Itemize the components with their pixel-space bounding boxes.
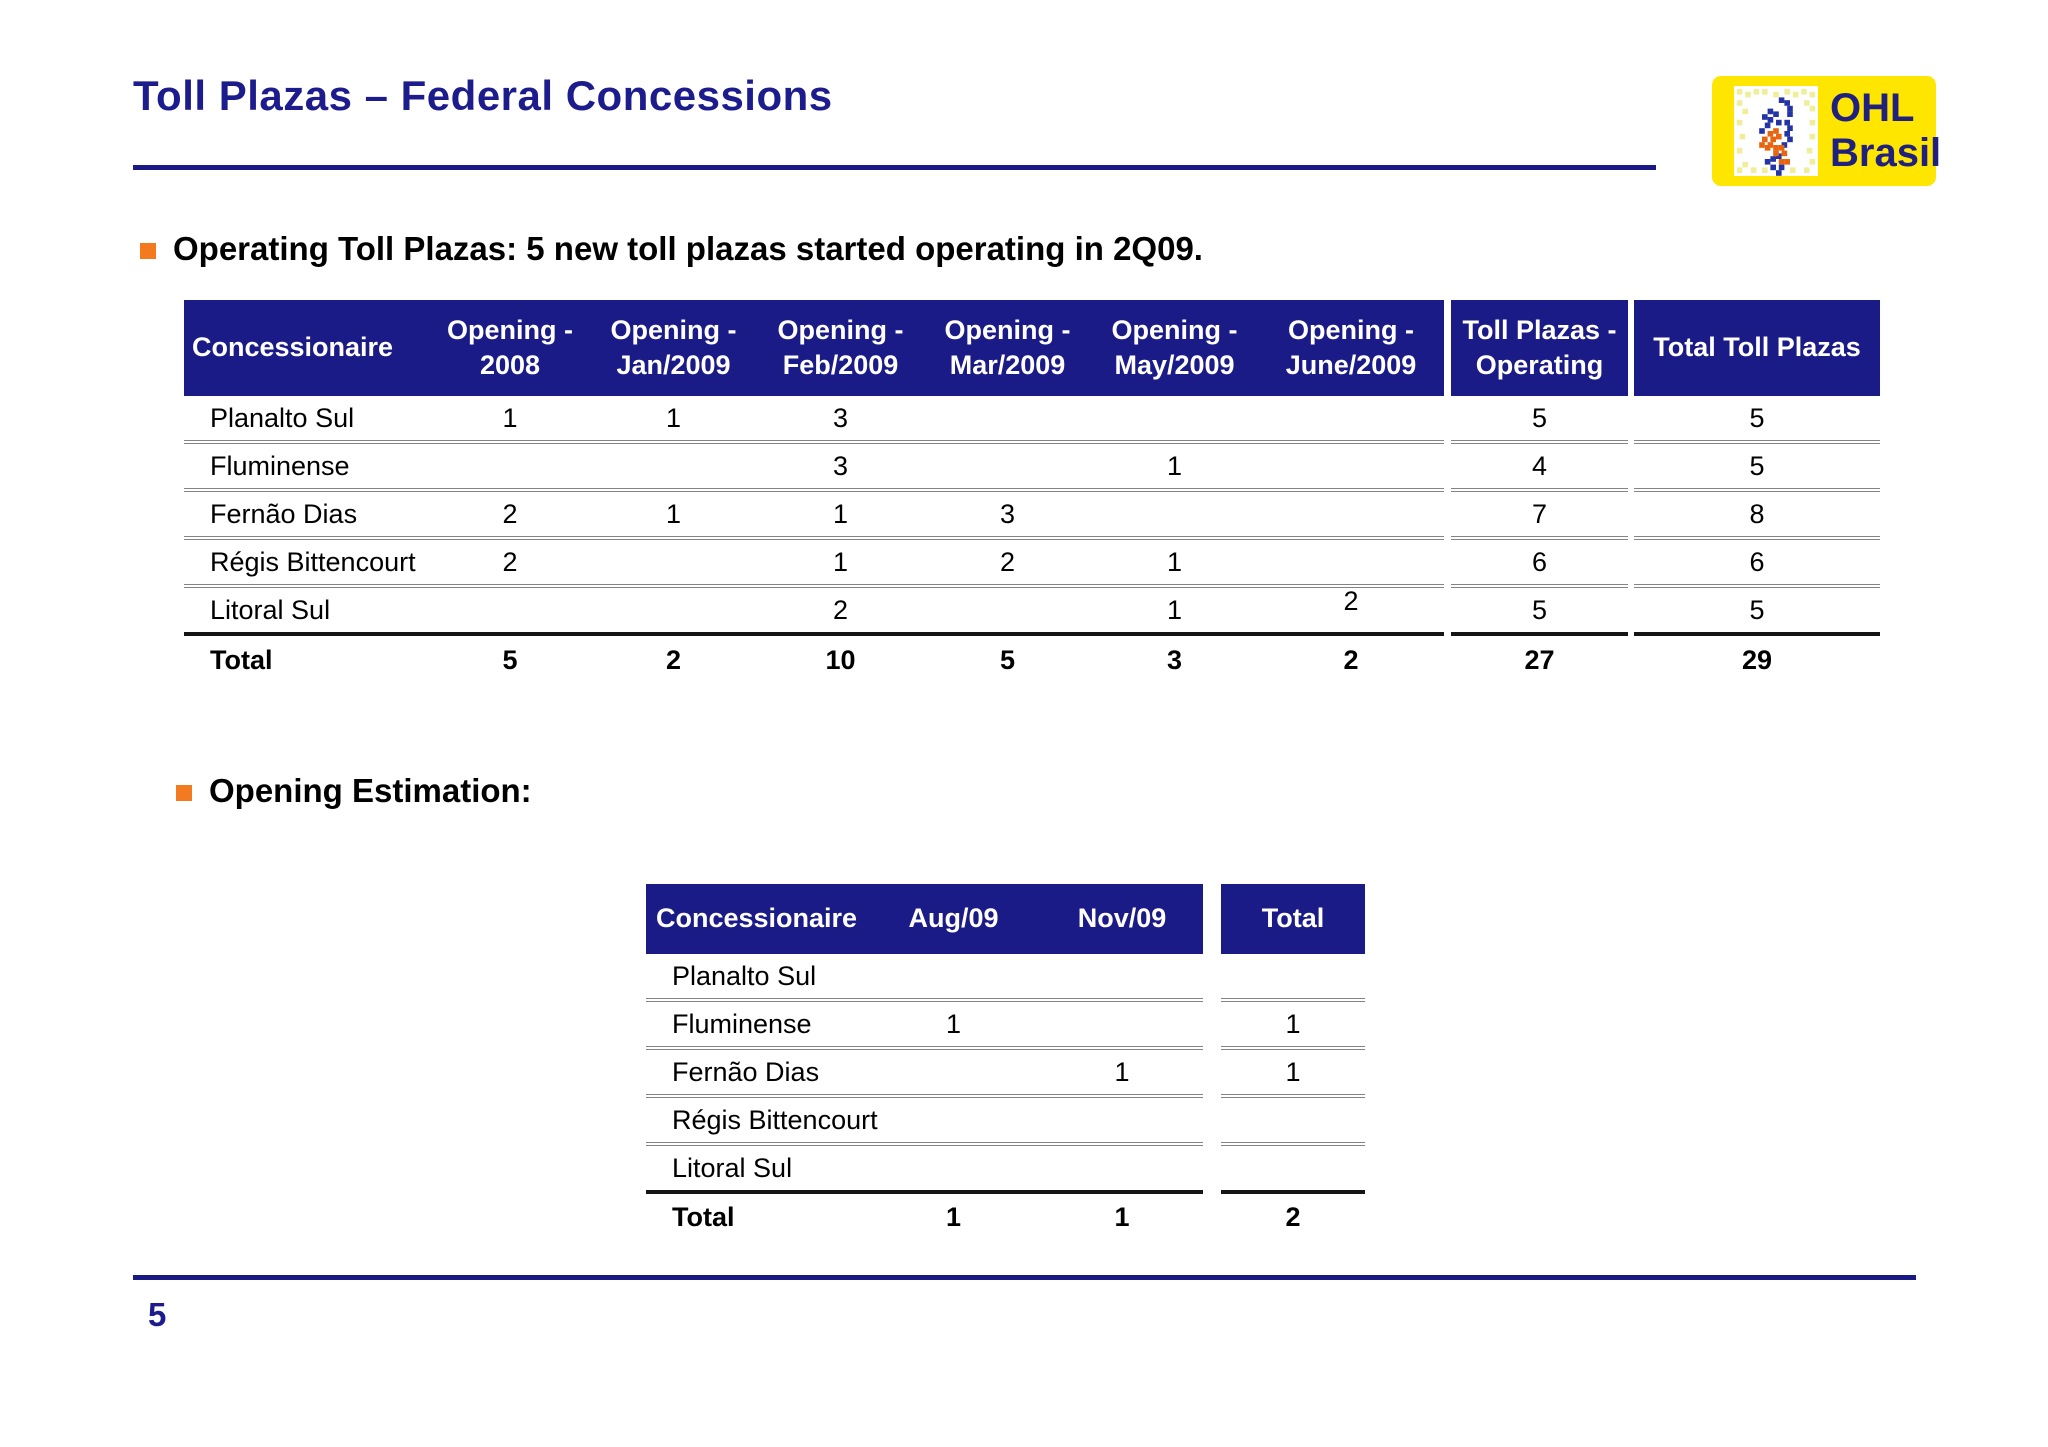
column-header: Opening - Feb/2009	[777, 314, 904, 380]
table-total-cell: 27	[1524, 644, 1555, 675]
table1-operating-block: Toll Plazas - Operating 5 4 7 6 5 27	[1451, 300, 1628, 684]
logo-line2: Brasil	[1830, 130, 1942, 175]
column-header: Nov/09	[1077, 903, 1167, 934]
table1-total-block: Total Toll Plazas 5 5 8 6 5 29	[1634, 300, 1880, 684]
column-header: Aug/09	[908, 903, 999, 934]
bullet-square-icon	[176, 784, 192, 801]
title-underline	[133, 165, 1656, 170]
table1-header-row: Concessionaire Opening - 2008 Opening - …	[184, 300, 1444, 396]
table-cell-row: 6	[1451, 540, 1628, 588]
bullet-opening-estimation: Opening Estimation:	[176, 772, 532, 810]
table-cell-row: 5	[1451, 396, 1628, 444]
table-row: Fernão Dias 1	[646, 1050, 1203, 1098]
table-cell-row	[1221, 1146, 1365, 1194]
column-header: Opening - Mar/2009	[944, 314, 1071, 380]
table-cell-row: 4	[1451, 444, 1628, 492]
table-cell-row: 8	[1634, 492, 1880, 540]
table-cell-row: 1	[1221, 1002, 1365, 1050]
table-cell-row: 7	[1451, 492, 1628, 540]
ohl-mosaic-face-icon	[1734, 86, 1818, 176]
table2-main-block: Concessionaire Aug/09 Nov/09 Planalto Su…	[646, 884, 1203, 1240]
column-header: Toll Plazas - Operating	[1451, 300, 1628, 396]
table-total-row: Total 1 1	[672, 1201, 1130, 1232]
table-cell-row: 6	[1634, 540, 1880, 588]
table-cell-row: 5	[1634, 396, 1880, 444]
column-header: Opening - 2008	[447, 314, 573, 380]
column-header: Concessionaire	[192, 332, 394, 363]
table2-header-row: Concessionaire Aug/09 Nov/09	[646, 884, 1203, 954]
table-cell-row	[1221, 954, 1365, 1002]
table-row: Fernão Dias 2 1 1 3	[184, 492, 1444, 540]
table-row: Fluminense 3 1	[184, 444, 1444, 492]
table-total-cell: 29	[1741, 644, 1773, 675]
table-cell-row: 1	[1221, 1050, 1365, 1098]
bullet2-text: Opening Estimation:	[209, 772, 532, 809]
column-header: Opening - Jan/2009	[610, 314, 737, 380]
table2-total-block: Total 1 1 2	[1221, 884, 1365, 1240]
logo-line1: OHL	[1830, 86, 1915, 130]
page-title: Toll Plazas – Federal Concessions	[133, 72, 833, 119]
footer-rule	[133, 1275, 1916, 1280]
table-row: Régis Bittencourt	[646, 1098, 1203, 1146]
column-header: Opening - May/2009	[1111, 314, 1238, 380]
table-row: Litoral Sul	[646, 1146, 1203, 1194]
table-row: Régis Bittencourt 2 1 2 1	[184, 540, 1444, 588]
table-row: Litoral Sul 2 1 2	[184, 586, 1444, 636]
table1-main-block: Concessionaire Opening - 2008 Opening - …	[184, 300, 1444, 684]
bullet-square-icon	[140, 242, 156, 259]
ohl-brasil-logo: OHL Brasil	[1712, 76, 1941, 186]
table-row: Fluminense 1	[646, 1002, 1203, 1050]
table-cell-row	[1221, 1098, 1365, 1146]
table-cell-row: 5	[1634, 588, 1880, 636]
column-header: Total	[1221, 884, 1365, 954]
bullet1-text: Operating Toll Plazas: 5 new toll plazas…	[173, 230, 1203, 267]
table-total-row: Total 5 2 10 5 3 2	[210, 644, 1359, 675]
table-row: Planalto Sul 1 1 3	[184, 396, 1444, 444]
table-row: Planalto Sul	[646, 954, 1203, 1002]
table-cell-row: 5	[1634, 444, 1880, 492]
column-header: Total Toll Plazas	[1634, 300, 1880, 396]
table-cell-row: 5	[1451, 588, 1628, 636]
logo-wordmark: OHL Brasil	[1830, 86, 1941, 176]
table-total-cell: 2	[1285, 1201, 1301, 1232]
bullet-operating-toll-plazas: Operating Toll Plazas: 5 new toll plazas…	[140, 230, 1203, 268]
page-number: 5	[148, 1296, 167, 1333]
column-header: Opening - June/2009	[1285, 314, 1417, 380]
column-header: Concessionaire	[656, 903, 858, 934]
